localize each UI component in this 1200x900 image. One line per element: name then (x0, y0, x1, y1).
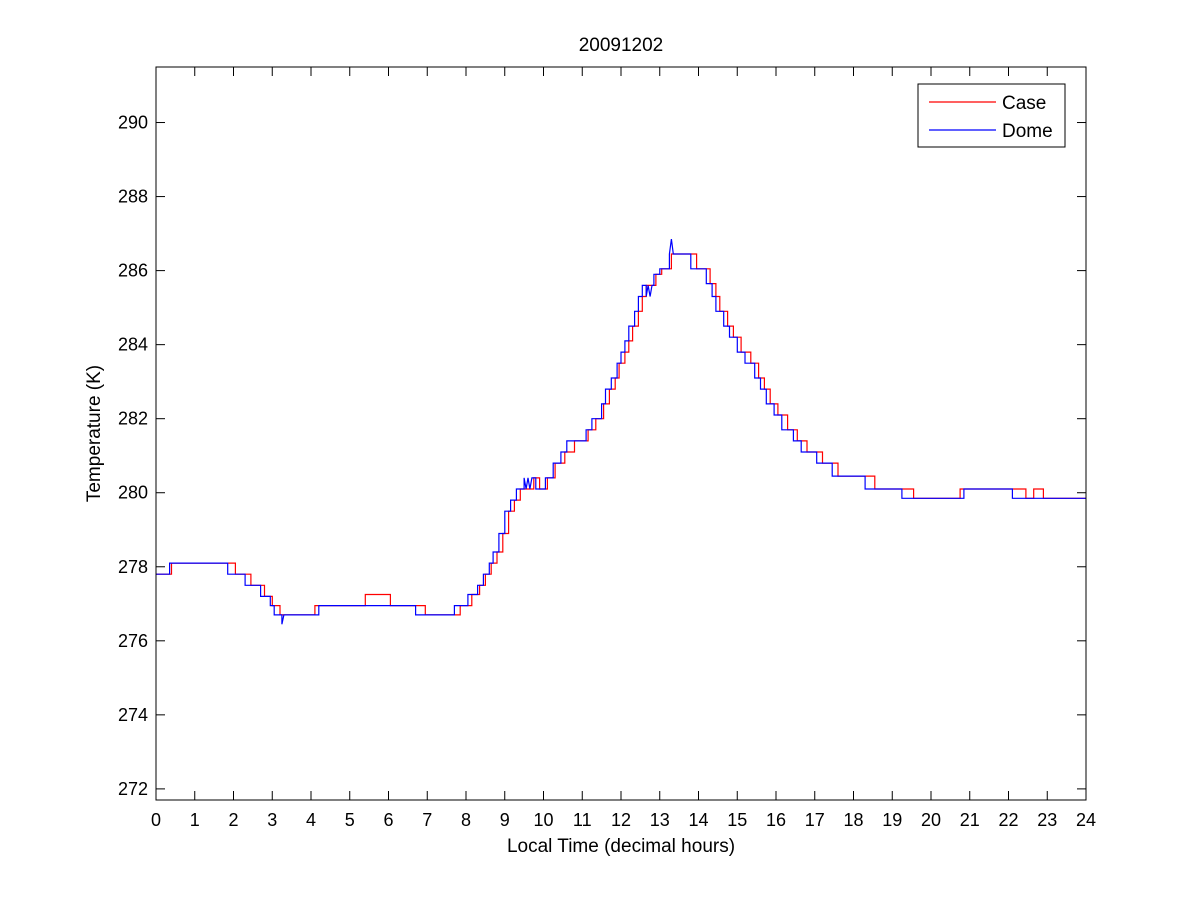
legend: Case Dome (917, 83, 1066, 148)
series-layer (156, 239, 1086, 625)
x-tick-label: 8 (461, 810, 471, 830)
y-axis-label: Temperature (K) (84, 365, 105, 502)
x-tick-label: 19 (882, 810, 902, 830)
x-tick-label: 5 (345, 810, 355, 830)
y-tick-label: 276 (118, 631, 148, 651)
x-tick-label: 12 (611, 810, 631, 830)
legend-label-case: Case (1002, 93, 1046, 114)
plot-area (156, 67, 1086, 800)
x-tick-label: 11 (573, 810, 592, 830)
legend-label-dome: Dome (1002, 121, 1053, 142)
x-tick-label: 13 (650, 810, 670, 830)
x-tick-label: 4 (306, 810, 316, 830)
x-tick-label: 20 (921, 810, 941, 830)
x-tick-label: 24 (1076, 810, 1096, 830)
x-tick-label: 2 (228, 810, 238, 830)
series-line-case (156, 253, 1086, 616)
y-tick-label: 278 (118, 557, 148, 577)
y-tick-label: 288 (118, 187, 148, 207)
series-line-dome (156, 239, 1086, 625)
y-tick-label: 290 (118, 113, 148, 133)
x-tick-label: 22 (998, 810, 1018, 830)
legend-box (917, 83, 1066, 148)
x-tick-label: 14 (688, 810, 708, 830)
y-tick-label: 274 (118, 705, 148, 725)
x-tick-label: 18 (843, 810, 863, 830)
x-tick-label: 6 (383, 810, 393, 830)
y-tick-label: 286 (118, 261, 148, 281)
x-tick-label: 21 (960, 810, 980, 830)
x-tick-label: 17 (805, 810, 825, 830)
x-tick-label: 23 (1037, 810, 1057, 830)
x-tick-label: 0 (151, 810, 161, 830)
y-tick-label: 280 (118, 483, 148, 503)
y-tick-label: 284 (118, 335, 148, 355)
chart-title: 20091202 (579, 35, 664, 56)
y-tick-label: 272 (118, 779, 148, 799)
x-tick-label: 16 (766, 810, 786, 830)
x-tick-label: 10 (533, 810, 553, 830)
x-tick-label: 1 (190, 810, 200, 830)
x-axis-label: Local Time (decimal hours) (507, 836, 735, 857)
y-tick-label: 282 (118, 409, 148, 429)
x-tick-label: 7 (422, 810, 432, 830)
axes-layer: 0 1 2 3 4 5 6 7 8 9 10 11 12 13 14 15 16 17 18 19 20 21 22 23 24… (118, 66, 1096, 830)
x-tick-label: 15 (727, 810, 747, 830)
x-tick-label: 9 (500, 810, 510, 830)
x-tick-label: 3 (267, 810, 277, 830)
